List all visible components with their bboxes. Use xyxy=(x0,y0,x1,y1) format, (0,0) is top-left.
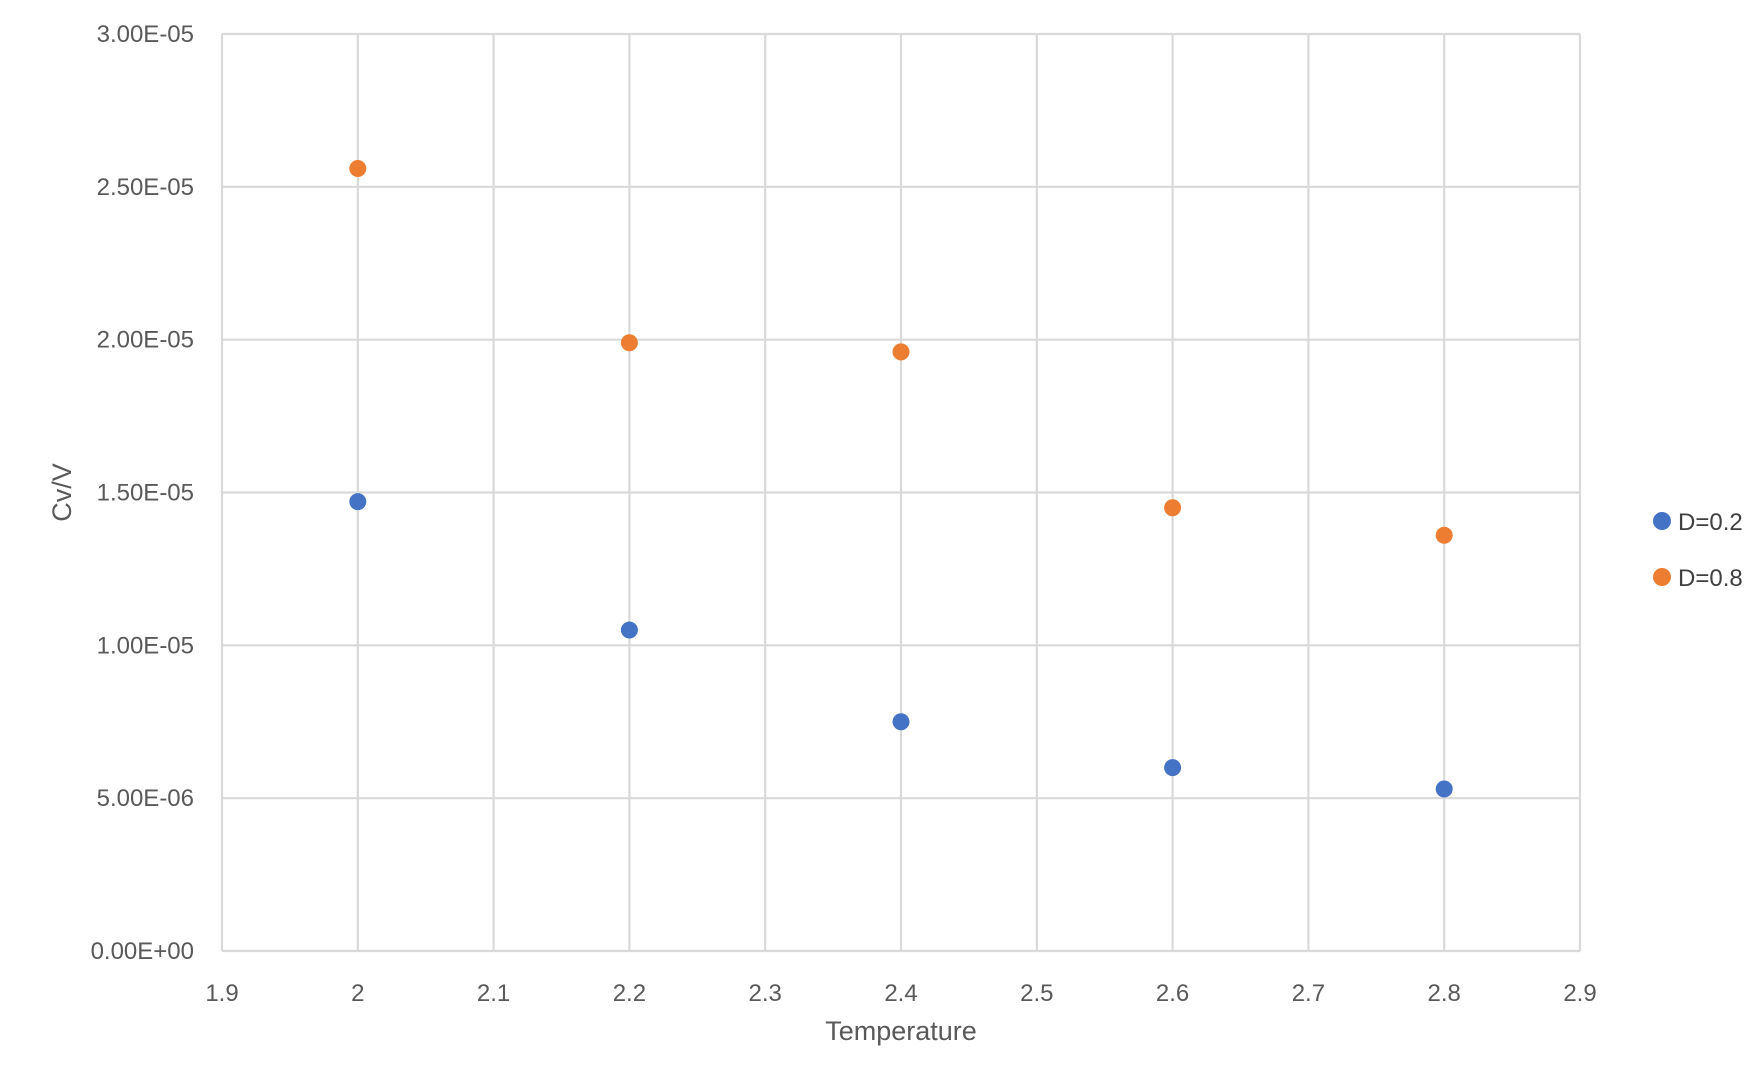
legend-marker xyxy=(1653,568,1671,586)
y-axis-tick-labels: 0.00E+00 5.00E-06 1.00E-05 1.50E-05 2.00E-05… xyxy=(91,21,194,965)
data-point-d-0-2 xyxy=(1164,759,1182,777)
grid-lines xyxy=(220,32,1582,953)
data-points xyxy=(349,159,1453,798)
x-tick-label: 2.6 xyxy=(1156,980,1189,1007)
data-point-d-0-2 xyxy=(349,493,367,511)
y-tick-label: 3.00E-05 xyxy=(97,21,194,48)
y-tick-label: 1.00E-05 xyxy=(97,632,194,659)
x-tick-label: 2 xyxy=(351,980,364,1007)
y-tick-label: 2.00E-05 xyxy=(97,327,194,354)
legend-label: D=0.2 xyxy=(1678,509,1743,536)
x-axis-title: Temperature xyxy=(825,1016,977,1046)
data-point-d-0-2 xyxy=(1435,780,1453,798)
legend: D=0.2 D=0.8 xyxy=(1653,509,1743,592)
data-point-d-0-8 xyxy=(349,159,367,177)
x-tick-label: 2.4 xyxy=(884,980,917,1007)
data-point-d-0-2 xyxy=(892,713,910,731)
x-tick-label: 2.5 xyxy=(1020,980,1053,1007)
data-point-d-0-8 xyxy=(892,343,910,361)
legend-label: D=0.8 xyxy=(1678,565,1743,592)
x-tick-label: 2.9 xyxy=(1563,980,1596,1007)
data-point-d-0-2 xyxy=(620,621,638,639)
x-tick-label: 1.9 xyxy=(205,980,238,1007)
y-tick-label: 1.50E-05 xyxy=(97,480,194,507)
x-tick-label: 2.1 xyxy=(477,980,510,1007)
x-tick-label: 2.7 xyxy=(1292,980,1325,1007)
y-axis-title: Cv/V xyxy=(47,463,77,522)
x-tick-label: 2.8 xyxy=(1428,980,1461,1007)
y-tick-label: 2.50E-05 xyxy=(97,174,194,201)
x-tick-label: 2.2 xyxy=(613,980,646,1007)
data-point-d-0-8 xyxy=(1164,499,1182,517)
y-tick-label: 0.00E+00 xyxy=(91,938,194,965)
data-point-d-0-8 xyxy=(620,334,638,352)
x-tick-label: 2.3 xyxy=(749,980,782,1007)
data-point-d-0-8 xyxy=(1435,526,1453,544)
x-axis-tick-labels: 1.9 2 2.1 2.2 2.3 2.4 2.5 2.6 2.7 2.8 2.9 xyxy=(205,980,1596,1007)
y-tick-label: 5.00E-06 xyxy=(97,785,194,812)
legend-marker xyxy=(1653,512,1671,530)
